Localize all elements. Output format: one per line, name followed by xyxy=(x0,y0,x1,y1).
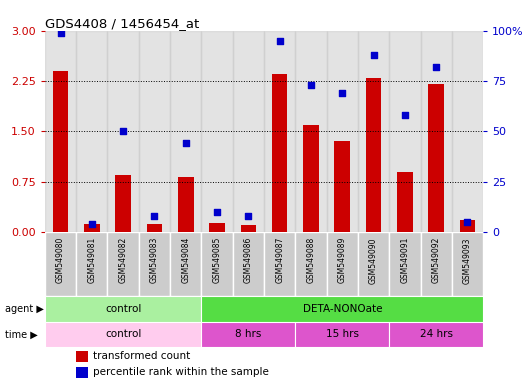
Bar xyxy=(295,322,389,347)
Text: GSM549083: GSM549083 xyxy=(150,237,159,283)
Text: DETA-NONOate: DETA-NONOate xyxy=(303,304,382,314)
Point xyxy=(213,209,221,215)
Bar xyxy=(178,177,194,232)
Bar xyxy=(264,232,295,296)
Bar xyxy=(428,84,444,232)
Bar xyxy=(327,31,358,232)
Bar xyxy=(358,232,389,296)
Bar xyxy=(45,322,201,347)
Text: control: control xyxy=(105,304,142,314)
Text: GSM549086: GSM549086 xyxy=(244,237,253,283)
Bar xyxy=(108,31,139,232)
Bar xyxy=(264,31,295,232)
Bar xyxy=(147,224,162,232)
Bar xyxy=(272,74,287,232)
Bar xyxy=(115,175,131,232)
Text: 24 hrs: 24 hrs xyxy=(420,329,452,339)
Text: GSM549081: GSM549081 xyxy=(87,237,96,283)
Point xyxy=(182,140,190,146)
Bar xyxy=(53,71,68,232)
Text: GSM549084: GSM549084 xyxy=(181,237,190,283)
Bar xyxy=(420,232,452,296)
Bar xyxy=(303,125,319,232)
Bar xyxy=(397,172,413,232)
Point xyxy=(463,219,472,225)
Point xyxy=(338,90,346,96)
Bar xyxy=(295,232,327,296)
Bar xyxy=(460,220,475,232)
Bar xyxy=(45,31,76,232)
Bar xyxy=(45,232,76,296)
Bar xyxy=(358,31,389,232)
Bar xyxy=(389,322,483,347)
Text: percentile rank within the sample: percentile rank within the sample xyxy=(93,367,269,377)
Point xyxy=(370,52,378,58)
Bar xyxy=(389,232,420,296)
Text: GSM549088: GSM549088 xyxy=(306,237,315,283)
Text: GSM549092: GSM549092 xyxy=(432,237,441,283)
Bar xyxy=(452,232,483,296)
Bar xyxy=(209,223,225,232)
Text: 8 hrs: 8 hrs xyxy=(235,329,261,339)
Bar xyxy=(84,224,100,232)
Text: GSM549089: GSM549089 xyxy=(338,237,347,283)
Bar xyxy=(139,31,170,232)
Text: agent ▶: agent ▶ xyxy=(5,304,44,314)
Bar xyxy=(201,296,483,322)
Text: GSM549082: GSM549082 xyxy=(119,237,128,283)
Bar xyxy=(366,78,381,232)
Bar xyxy=(201,322,295,347)
Point xyxy=(432,64,440,70)
Bar xyxy=(76,232,108,296)
Bar xyxy=(334,141,350,232)
Bar xyxy=(389,31,420,232)
Bar xyxy=(233,31,264,232)
Bar xyxy=(76,31,108,232)
Text: 15 hrs: 15 hrs xyxy=(326,329,359,339)
Bar xyxy=(170,31,201,232)
Bar xyxy=(201,31,233,232)
Bar xyxy=(241,225,256,232)
Text: GSM549087: GSM549087 xyxy=(275,237,284,283)
Bar xyxy=(327,232,358,296)
Text: GSM549091: GSM549091 xyxy=(400,237,409,283)
Point xyxy=(150,213,158,219)
Bar xyxy=(45,296,201,322)
Text: GSM549090: GSM549090 xyxy=(369,237,378,284)
Bar xyxy=(170,232,201,296)
Bar xyxy=(76,351,88,362)
Text: GSM549093: GSM549093 xyxy=(463,237,472,284)
Bar xyxy=(201,232,233,296)
Text: control: control xyxy=(105,329,142,339)
Point xyxy=(119,128,127,134)
Bar xyxy=(452,31,483,232)
Point xyxy=(244,213,252,219)
Point xyxy=(307,82,315,88)
Bar xyxy=(233,232,264,296)
Bar xyxy=(295,31,327,232)
Text: transformed count: transformed count xyxy=(93,351,190,361)
Point xyxy=(56,30,65,36)
Point xyxy=(88,221,96,227)
Text: GSM549085: GSM549085 xyxy=(213,237,222,283)
Bar xyxy=(108,232,139,296)
Bar xyxy=(420,31,452,232)
Bar xyxy=(76,367,88,377)
Point xyxy=(276,38,284,44)
Text: GSM549080: GSM549080 xyxy=(56,237,65,283)
Point xyxy=(401,112,409,118)
Text: time ▶: time ▶ xyxy=(5,329,38,339)
Text: GDS4408 / 1456454_at: GDS4408 / 1456454_at xyxy=(45,17,199,30)
Bar xyxy=(139,232,170,296)
